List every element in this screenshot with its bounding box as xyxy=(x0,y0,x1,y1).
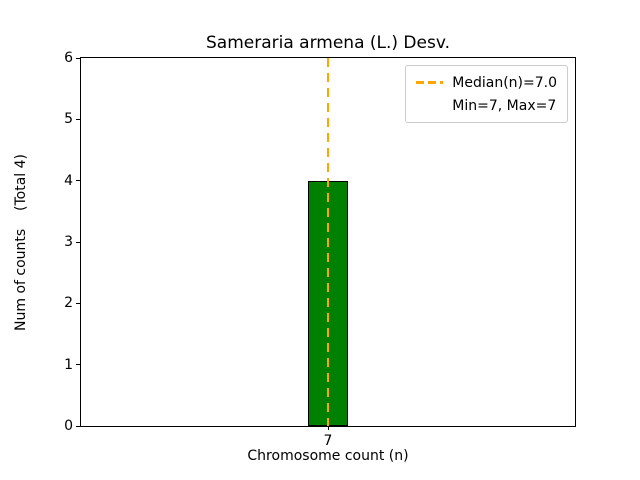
legend-label: Median(n)=7.0 xyxy=(452,74,557,91)
y-tick-label: 6 xyxy=(64,50,73,66)
x-tick-label: 7 xyxy=(323,433,333,449)
legend-label: Min=7, Max=7 xyxy=(452,97,557,114)
legend: Median(n)=7.0 Min=7, Max=7 xyxy=(405,65,568,123)
x-axis-label: Chromosome count (n) xyxy=(247,448,409,464)
y-tick-label: 4 xyxy=(64,172,73,189)
chart-title: Sameraria armena (L.) Desv. xyxy=(206,33,450,53)
legend-entry: Median(n)=7.0 xyxy=(416,73,557,92)
median-line xyxy=(327,58,329,426)
y-tick-mark xyxy=(76,118,80,120)
y-axis-label-wrap: Num of counts (Total 4) xyxy=(10,57,32,427)
x-tick-mark xyxy=(327,426,329,430)
y-tick-mark xyxy=(76,57,80,59)
y-tick-mark xyxy=(76,180,80,182)
plot-area: 0 1 2 3 4 5 6 7 Median(n)=7.0 Min=7, Max=7 xyxy=(64,50,576,449)
y-tick-label: 5 xyxy=(64,111,73,128)
y-tick-mark xyxy=(76,425,80,427)
y-tick-label: 2 xyxy=(64,295,73,312)
legend-blank-sample xyxy=(416,104,443,107)
y-tick-label: 0 xyxy=(64,418,73,434)
y-tick-label: 1 xyxy=(64,356,73,373)
legend-line-sample xyxy=(416,81,444,84)
y-tick-mark xyxy=(76,241,80,243)
y-tick-mark xyxy=(76,302,80,304)
y-tick-mark xyxy=(76,364,80,366)
y-tick-label: 3 xyxy=(64,234,73,250)
legend-entry: Min=7, Max=7 xyxy=(416,96,557,115)
y-axis-label: Num of counts (Total 4) xyxy=(13,153,29,331)
